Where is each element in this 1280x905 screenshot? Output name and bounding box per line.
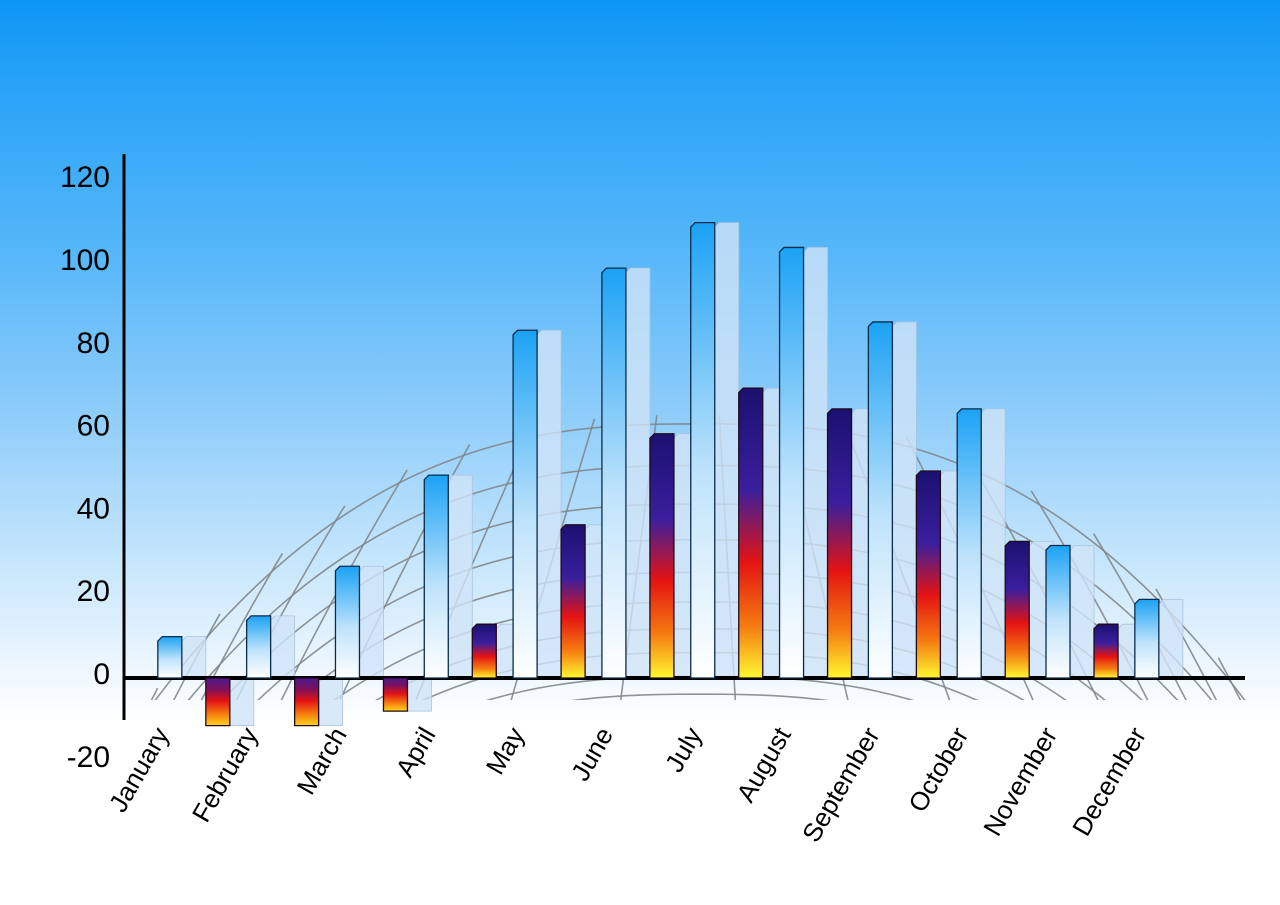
svg-text:September: September — [796, 722, 886, 847]
svg-text:August: August — [730, 721, 797, 807]
svg-text:June: June — [565, 722, 619, 786]
svg-text:January: January — [103, 722, 175, 817]
svg-text:20: 20 — [77, 575, 110, 608]
svg-text:60: 60 — [77, 410, 110, 443]
svg-text:May: May — [480, 722, 531, 780]
svg-text:80: 80 — [77, 327, 110, 360]
svg-text:March: March — [291, 722, 353, 800]
svg-text:February: February — [186, 722, 264, 827]
svg-text:December: December — [1066, 722, 1152, 841]
svg-text:-20: -20 — [67, 741, 110, 774]
svg-text:120: 120 — [60, 161, 110, 194]
svg-text:100: 100 — [60, 244, 110, 277]
svg-text:October: October — [902, 722, 974, 817]
svg-text:40: 40 — [77, 492, 110, 525]
svg-text:July: July — [659, 722, 708, 777]
svg-text:November: November — [977, 722, 1063, 841]
svg-text:0: 0 — [93, 658, 110, 691]
svg-text:April: April — [390, 722, 442, 782]
